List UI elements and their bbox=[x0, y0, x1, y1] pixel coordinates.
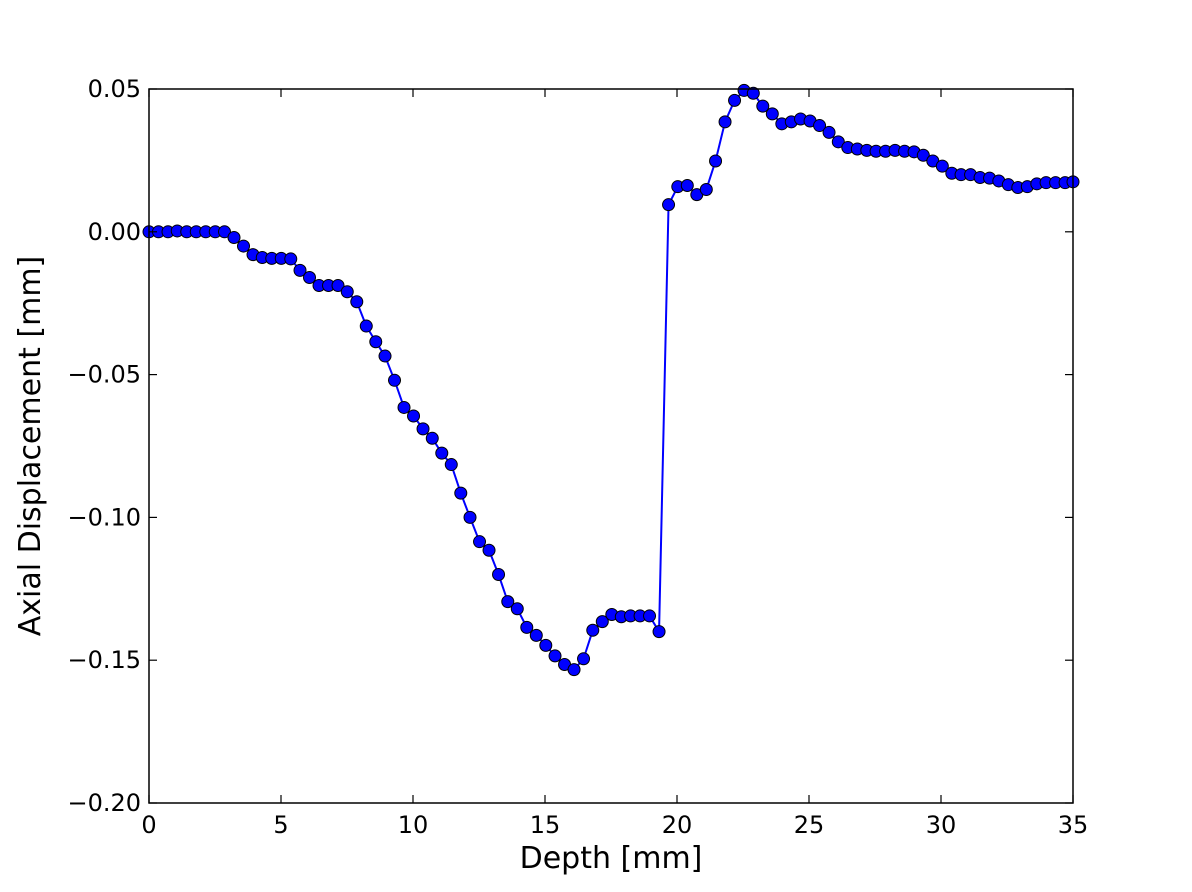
data-point bbox=[359, 319, 373, 333]
data-point bbox=[680, 179, 694, 193]
data-point bbox=[473, 535, 487, 549]
x-tick-label: 10 bbox=[398, 811, 429, 839]
data-point bbox=[237, 239, 251, 253]
data-point bbox=[813, 119, 827, 133]
data-point bbox=[388, 373, 402, 387]
data-point bbox=[756, 99, 770, 113]
data-point bbox=[510, 602, 524, 616]
data-point bbox=[548, 649, 562, 663]
data-point bbox=[463, 510, 477, 524]
data-point bbox=[284, 252, 298, 266]
x-tick-label: 20 bbox=[662, 811, 693, 839]
data-point bbox=[718, 115, 732, 129]
data-point bbox=[529, 628, 543, 642]
y-axis-label: Axial Displacement [mm] bbox=[13, 256, 48, 637]
data-point bbox=[218, 225, 231, 239]
data-point bbox=[520, 620, 534, 634]
x-tick-label: 5 bbox=[273, 811, 288, 839]
y-tick-label: −0.10 bbox=[67, 503, 141, 531]
data-point bbox=[539, 638, 553, 652]
x-tick-label: 25 bbox=[794, 811, 825, 839]
data-point bbox=[416, 422, 430, 436]
x-axis-label: Depth [mm] bbox=[520, 841, 703, 876]
data-point bbox=[378, 349, 392, 363]
data-point bbox=[699, 183, 713, 197]
data-point bbox=[482, 543, 496, 557]
data-point bbox=[331, 278, 345, 292]
data-point bbox=[728, 93, 742, 107]
y-tick-label: −0.15 bbox=[67, 646, 141, 674]
axes-frame bbox=[148, 88, 1074, 804]
data-point bbox=[369, 335, 383, 349]
data-point bbox=[765, 107, 779, 121]
data-point bbox=[595, 615, 609, 629]
data-point bbox=[397, 400, 411, 414]
data-point bbox=[444, 458, 458, 472]
data-point bbox=[831, 135, 845, 149]
data-point bbox=[227, 231, 241, 245]
y-tick-label: −0.20 bbox=[67, 789, 141, 817]
data-point bbox=[822, 125, 836, 139]
series-layer bbox=[142, 83, 1080, 677]
data-point bbox=[709, 154, 723, 168]
data-point bbox=[293, 263, 307, 277]
data-point bbox=[340, 285, 354, 299]
x-tick-label: 15 bbox=[530, 811, 561, 839]
y-tick-label: 0.05 bbox=[88, 75, 141, 103]
axes-border bbox=[148, 88, 1074, 804]
ticks-layer: 0 5 10 15 20 25 30 35 −0.20 −0.15 −0.10 −0.05 0.00 0.… bbox=[67, 75, 1088, 839]
data-point bbox=[350, 295, 364, 309]
data-point bbox=[407, 409, 421, 423]
data-point bbox=[643, 609, 657, 623]
data-point bbox=[746, 86, 760, 100]
y-tick-label: −0.05 bbox=[67, 361, 141, 389]
data-point bbox=[652, 625, 666, 639]
data-point bbox=[567, 663, 581, 677]
y-tick-label: 0.00 bbox=[88, 218, 141, 246]
data-point bbox=[454, 486, 468, 500]
data-point bbox=[501, 595, 515, 609]
data-point bbox=[492, 568, 506, 582]
plot-area bbox=[149, 89, 1073, 803]
x-tick-label: 30 bbox=[926, 811, 957, 839]
x-tick-label: 35 bbox=[1058, 811, 1089, 839]
data-point bbox=[662, 198, 676, 212]
data-point bbox=[586, 623, 600, 637]
data-point bbox=[435, 446, 449, 460]
data-point bbox=[303, 271, 317, 284]
data-point bbox=[577, 652, 591, 666]
data-point bbox=[425, 431, 439, 445]
data-point bbox=[916, 148, 930, 162]
data-point bbox=[935, 159, 949, 173]
x-tick-label: 0 bbox=[141, 811, 156, 839]
